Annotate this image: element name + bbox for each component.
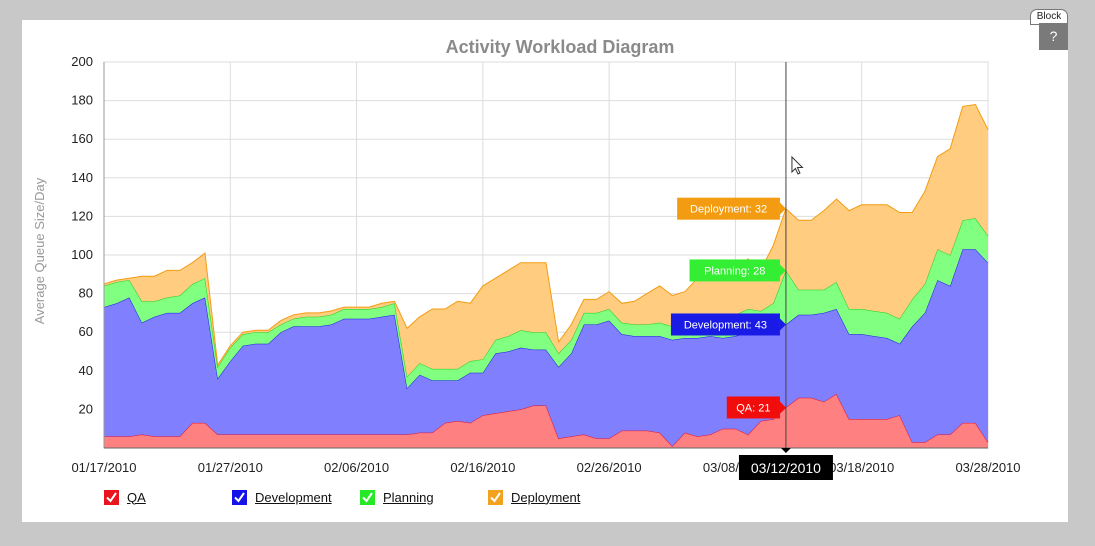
- legend-label[interactable]: QA: [127, 489, 146, 505]
- help-button[interactable]: ?: [1039, 23, 1068, 50]
- tooltip-box: [726, 396, 780, 419]
- tooltip-text: Deployment: 32: [690, 204, 767, 216]
- y-tick-label: 180: [71, 93, 93, 108]
- tooltip-pointer: [779, 401, 786, 414]
- legend-item-planning[interactable]: Planning: [360, 486, 434, 508]
- tooltip-text: Development: 43: [684, 319, 767, 331]
- hover-date-box: [738, 455, 833, 480]
- y-axis-label: Average Queue Size/Day: [32, 177, 47, 324]
- tooltip-text: Planning: 28: [704, 265, 765, 277]
- hover-date-label: 03/12/2010: [751, 460, 821, 476]
- workload-chart: 20 40 60 80 100 120 140 160 180 200 01/17/2010 01/2…: [32, 37, 1021, 480]
- checkbox-icon[interactable]: [232, 489, 247, 505]
- checkbox-icon[interactable]: [488, 489, 503, 505]
- y-tick-label: 60: [79, 324, 93, 339]
- chart-panel: 20 40 60 80 100 120 140 160 180 200 01/17/2010 01/2…: [22, 20, 1068, 522]
- axes: 20 40 60 80 100 120 140 160 180 200 01/17/2010 01/2…: [71, 54, 1020, 475]
- y-tick-label: 20: [79, 401, 93, 416]
- legend-label[interactable]: Deployment: [511, 489, 581, 505]
- tooltip-planning: Planning: 28: [689, 259, 786, 282]
- x-tick-label: 02/06/2010: [324, 460, 389, 475]
- y-tick-label: 200: [71, 54, 93, 69]
- tooltip-pointer: [779, 318, 786, 331]
- x-tick-label: 01/17/2010: [71, 460, 136, 475]
- chart-title: Activity Workload Diagram: [446, 37, 675, 57]
- tooltip-pointer: [779, 264, 786, 277]
- tooltip-deployment: Deployment: 32: [677, 197, 786, 220]
- x-tick-label: 02/16/2010: [450, 460, 515, 475]
- tooltip-development: Development: 43: [670, 313, 786, 336]
- y-tick-label: 140: [71, 170, 93, 185]
- y-tick-label: 160: [71, 131, 93, 146]
- tooltip-pointer: [779, 202, 786, 215]
- line-deployment: [103, 103, 989, 367]
- x-tick-label: 02/26/2010: [577, 460, 642, 475]
- hover-overlay: Deployment: 32 Planning: 28 Development: 4…: [670, 62, 833, 480]
- x-tick-label: 01/27/2010: [198, 460, 263, 475]
- tooltip-qa: QA: 21: [726, 396, 786, 419]
- checkbox-icon[interactable]: [360, 489, 375, 505]
- legend-label[interactable]: Planning: [383, 489, 434, 505]
- y-tick-label: 40: [79, 363, 93, 378]
- x-tick-label: 03/28/2010: [955, 460, 1020, 475]
- legend-item-qa[interactable]: QA: [104, 486, 146, 508]
- mouse-cursor-icon: [791, 155, 804, 175]
- tooltip-text: QA: 21: [736, 402, 770, 414]
- tooltip-box: [670, 313, 780, 336]
- crosshair-marker: [780, 448, 791, 453]
- area-deployment: [104, 104, 988, 377]
- y-tick-label: 100: [71, 247, 93, 262]
- x-tick-label: 03/18/2010: [829, 460, 894, 475]
- tooltip-box: [689, 259, 780, 282]
- legend-label[interactable]: Development: [255, 489, 332, 505]
- y-tick-label: 120: [71, 208, 93, 223]
- legend-item-development[interactable]: Development: [232, 486, 332, 508]
- legend-item-deployment[interactable]: Deployment: [488, 486, 580, 508]
- tooltip-box: [677, 197, 780, 220]
- checkbox-icon[interactable]: [104, 489, 119, 505]
- area-planning: [104, 218, 988, 389]
- y-tick-label: 80: [79, 286, 93, 301]
